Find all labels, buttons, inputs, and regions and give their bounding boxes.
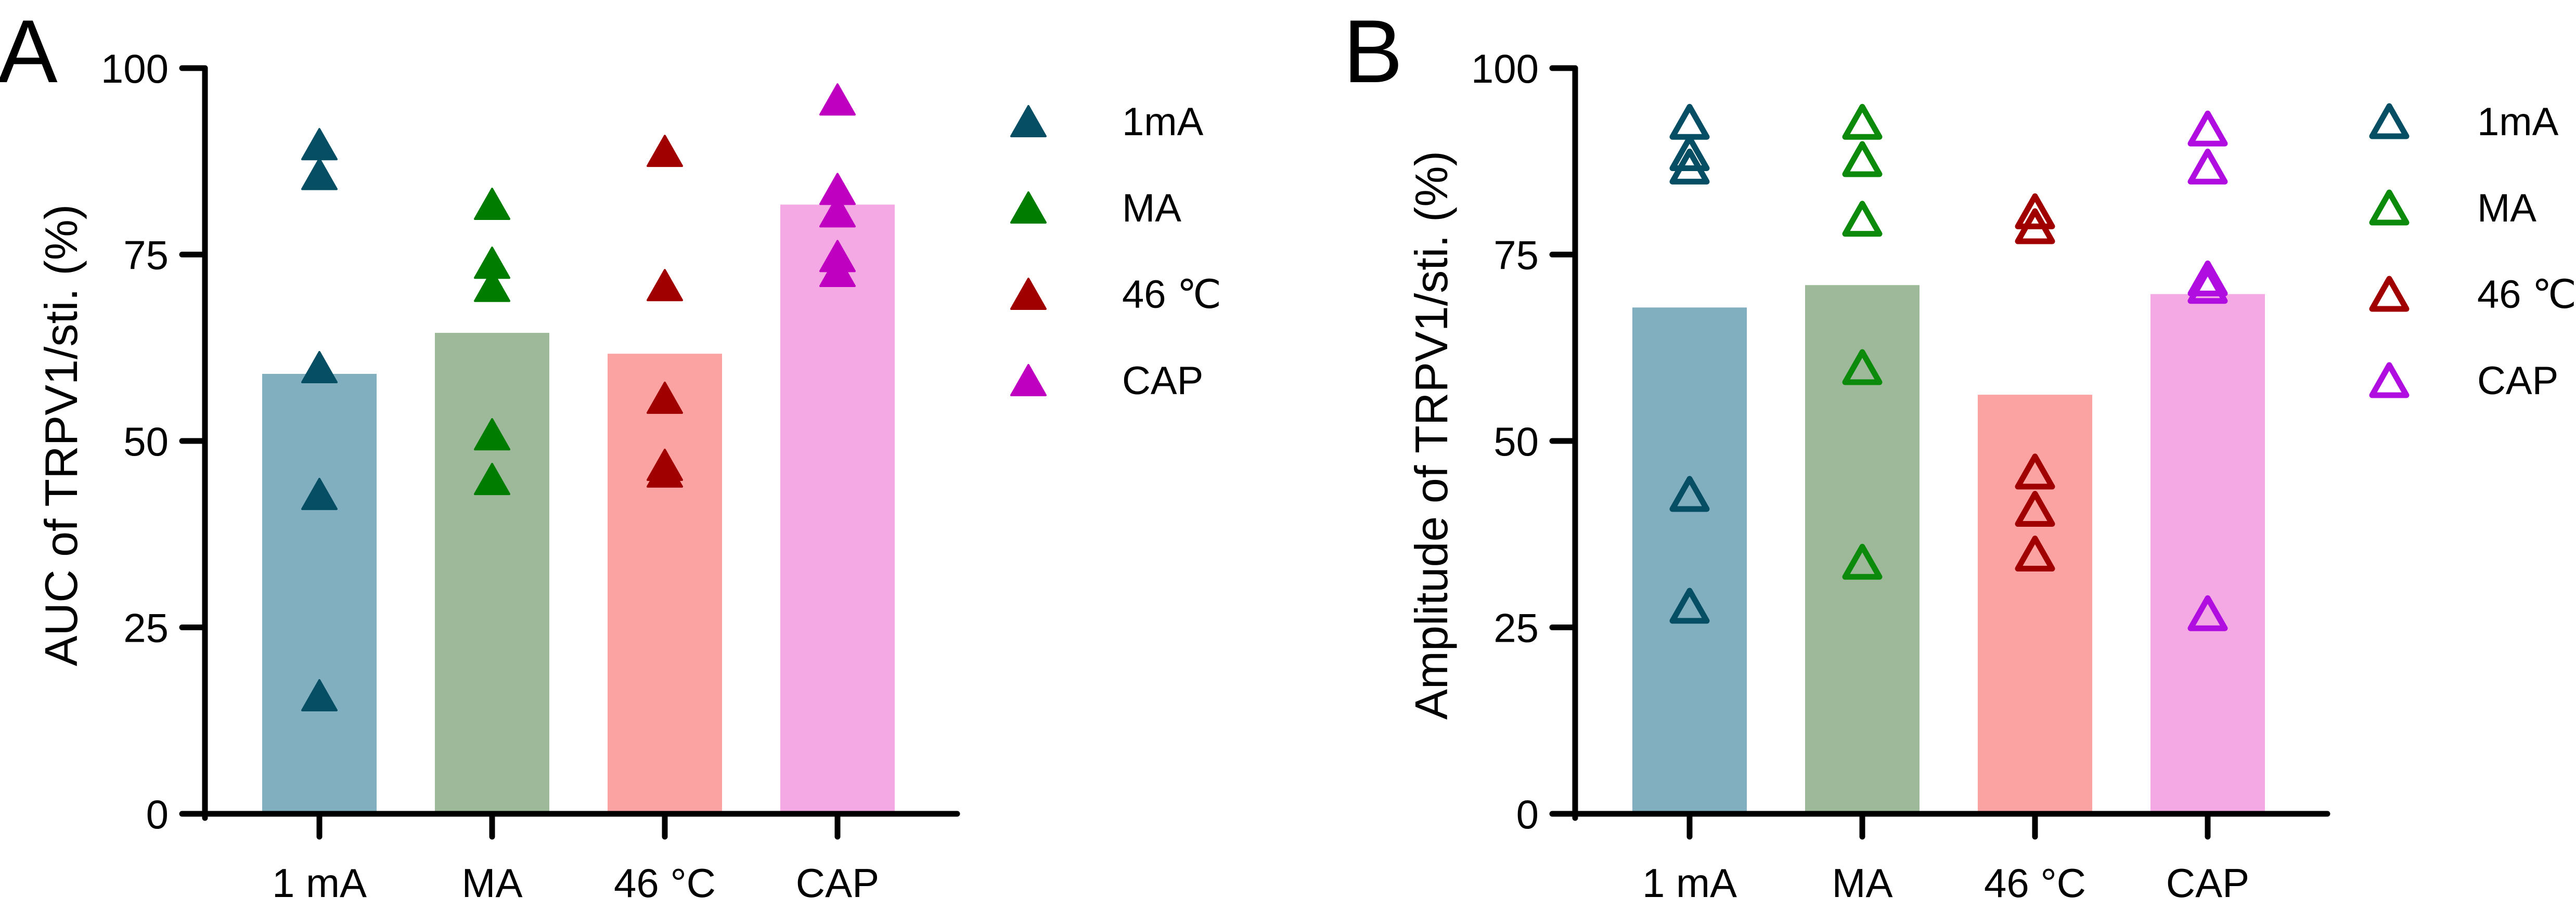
panel-a-data-point bbox=[819, 255, 856, 288]
panel-b: B 0 25 50 75 100 1 mA MA 46 °C CAP Amplitude of T… bbox=[1343, 2, 2576, 906]
panel-label-a: A bbox=[0, 2, 58, 101]
panel-a-legend-marker bbox=[1010, 105, 1047, 137]
panel-a-bar-3 bbox=[780, 204, 895, 814]
panel-a-x-tick-label: MA bbox=[462, 860, 523, 906]
panel-b-data-point bbox=[1669, 135, 1710, 171]
panel-b-data-point bbox=[1842, 349, 1883, 385]
panel-a-legend-label: MA bbox=[1122, 186, 1181, 230]
panel-b-data-point bbox=[2015, 536, 2055, 572]
panel-a-data-point bbox=[819, 195, 856, 228]
panel-b-data-point bbox=[1669, 588, 1710, 624]
panel-a-data-point bbox=[474, 269, 510, 302]
panel-b-data-point bbox=[2187, 148, 2228, 185]
panel-a-data-point bbox=[301, 679, 338, 711]
panel-a-y-tick-label: 50 bbox=[123, 419, 169, 464]
panel-a-data-point bbox=[819, 83, 856, 116]
panel-b-data-point bbox=[2015, 453, 2055, 490]
panel-a-legend-marker bbox=[1010, 278, 1047, 310]
panel-b-data-point bbox=[1669, 148, 1710, 185]
panel-b-bar-2 bbox=[1978, 395, 2092, 814]
panel-b-legend-marker bbox=[2369, 276, 2410, 312]
panel-b-x-tick-label: CAP bbox=[2166, 860, 2249, 906]
panel-a-bar-2 bbox=[608, 354, 722, 814]
panel-b-y-tick-label: 25 bbox=[1493, 605, 1539, 651]
panel-a-bar-0 bbox=[262, 373, 377, 814]
panel-b-data-point bbox=[2015, 490, 2055, 527]
panel-a-x-tick-label: CAP bbox=[796, 860, 879, 906]
panel-b-bar-3 bbox=[2150, 294, 2265, 814]
panel-b-x-tick-label: 46 °C bbox=[1984, 860, 2086, 906]
panel-a-data-point bbox=[647, 381, 683, 414]
panel-b-data-point bbox=[1842, 201, 1883, 237]
panel-a-legend-label: 1mA bbox=[1122, 100, 1204, 144]
panel-b-x-tick-label: MA bbox=[1832, 860, 1893, 906]
panel-a: A 0 25 50 75 100 1 mA MA 46 °C CAP AUC of TRPV1/s… bbox=[0, 2, 1221, 906]
panel-a-y-tick-label: 0 bbox=[146, 791, 169, 837]
panel-b-legend-label: CAP bbox=[2477, 359, 2558, 403]
panel-label-b: B bbox=[1343, 2, 1403, 101]
panel-a-data-point bbox=[474, 187, 510, 220]
panel-b-data-point bbox=[2187, 260, 2228, 296]
panel-b-legend-label: 46 ℃ bbox=[2477, 272, 2576, 317]
panel-a-data-point bbox=[474, 418, 510, 451]
panel-b-y-axis-title: Amplitude of TRPV1/sti. (%) bbox=[1406, 151, 1457, 720]
panel-a-y-axis-title: AUC of TRPV1/sti. (%) bbox=[35, 204, 87, 666]
panel-b-legend-marker bbox=[2369, 362, 2410, 398]
panel-a-data-point bbox=[647, 135, 683, 167]
panel-b-y-tick-label: 0 bbox=[1516, 791, 1539, 837]
panel-b-data-point bbox=[2015, 208, 2055, 244]
panel-a-legend-marker bbox=[1010, 191, 1047, 224]
panel-b-data-point bbox=[1842, 543, 1883, 580]
panel-a-plot: 0 25 50 75 100 1 mA MA 46 °C CAP AUC of TRPV1/sti… bbox=[35, 46, 1221, 906]
panel-a-x-tick-label: 1 mA bbox=[272, 860, 367, 906]
panel-b-x-tick-label: 1 mA bbox=[1642, 860, 1737, 906]
panel-b-y-tick-label: 100 bbox=[1471, 46, 1539, 92]
panel-b-y-tick-label: 75 bbox=[1493, 232, 1539, 278]
panel-b-y-tick-label: 50 bbox=[1493, 419, 1539, 464]
panel-b-data-point bbox=[2187, 595, 2228, 631]
panel-a-y-tick-label: 75 bbox=[123, 232, 169, 278]
panel-a-y-tick-label: 25 bbox=[123, 605, 169, 651]
panel-b-data-point bbox=[2187, 110, 2228, 147]
panel-b-legend-label: MA bbox=[2477, 186, 2536, 230]
panel-b-data-point bbox=[1669, 476, 1710, 512]
panel-a-data-point bbox=[301, 477, 338, 510]
panel-b-legend-marker bbox=[2369, 103, 2410, 139]
panel-a-legend-marker bbox=[1010, 364, 1047, 396]
panel-a-data-point bbox=[647, 455, 683, 488]
panel-a-data-point bbox=[301, 351, 338, 384]
panel-a-y-tick-label: 100 bbox=[101, 46, 169, 92]
panel-a-bar-1 bbox=[435, 333, 549, 814]
panel-b-legend-label: 1mA bbox=[2477, 100, 2559, 144]
panel-b-data-point bbox=[1842, 103, 1883, 140]
panel-b-data-point bbox=[2015, 193, 2055, 229]
panel-a-data-point bbox=[647, 269, 683, 302]
panel-a-legend-label: CAP bbox=[1122, 359, 1203, 403]
panel-a-data-point bbox=[301, 158, 338, 190]
panel-b-legend-marker bbox=[2369, 189, 2410, 226]
panel-b-data-point bbox=[1842, 141, 1883, 177]
panel-b-plot: 0 25 50 75 100 1 mA MA 46 °C CAP Amplitude of TRP… bbox=[1406, 46, 2576, 906]
panel-a-legend-label: 46 ℃ bbox=[1122, 272, 1221, 317]
panel-b-bar-0 bbox=[1632, 307, 1747, 814]
panel-a-x-tick-label: 46 °C bbox=[614, 860, 716, 906]
panel-a-data-point bbox=[474, 463, 510, 496]
panel-b-data-point bbox=[2187, 268, 2228, 304]
